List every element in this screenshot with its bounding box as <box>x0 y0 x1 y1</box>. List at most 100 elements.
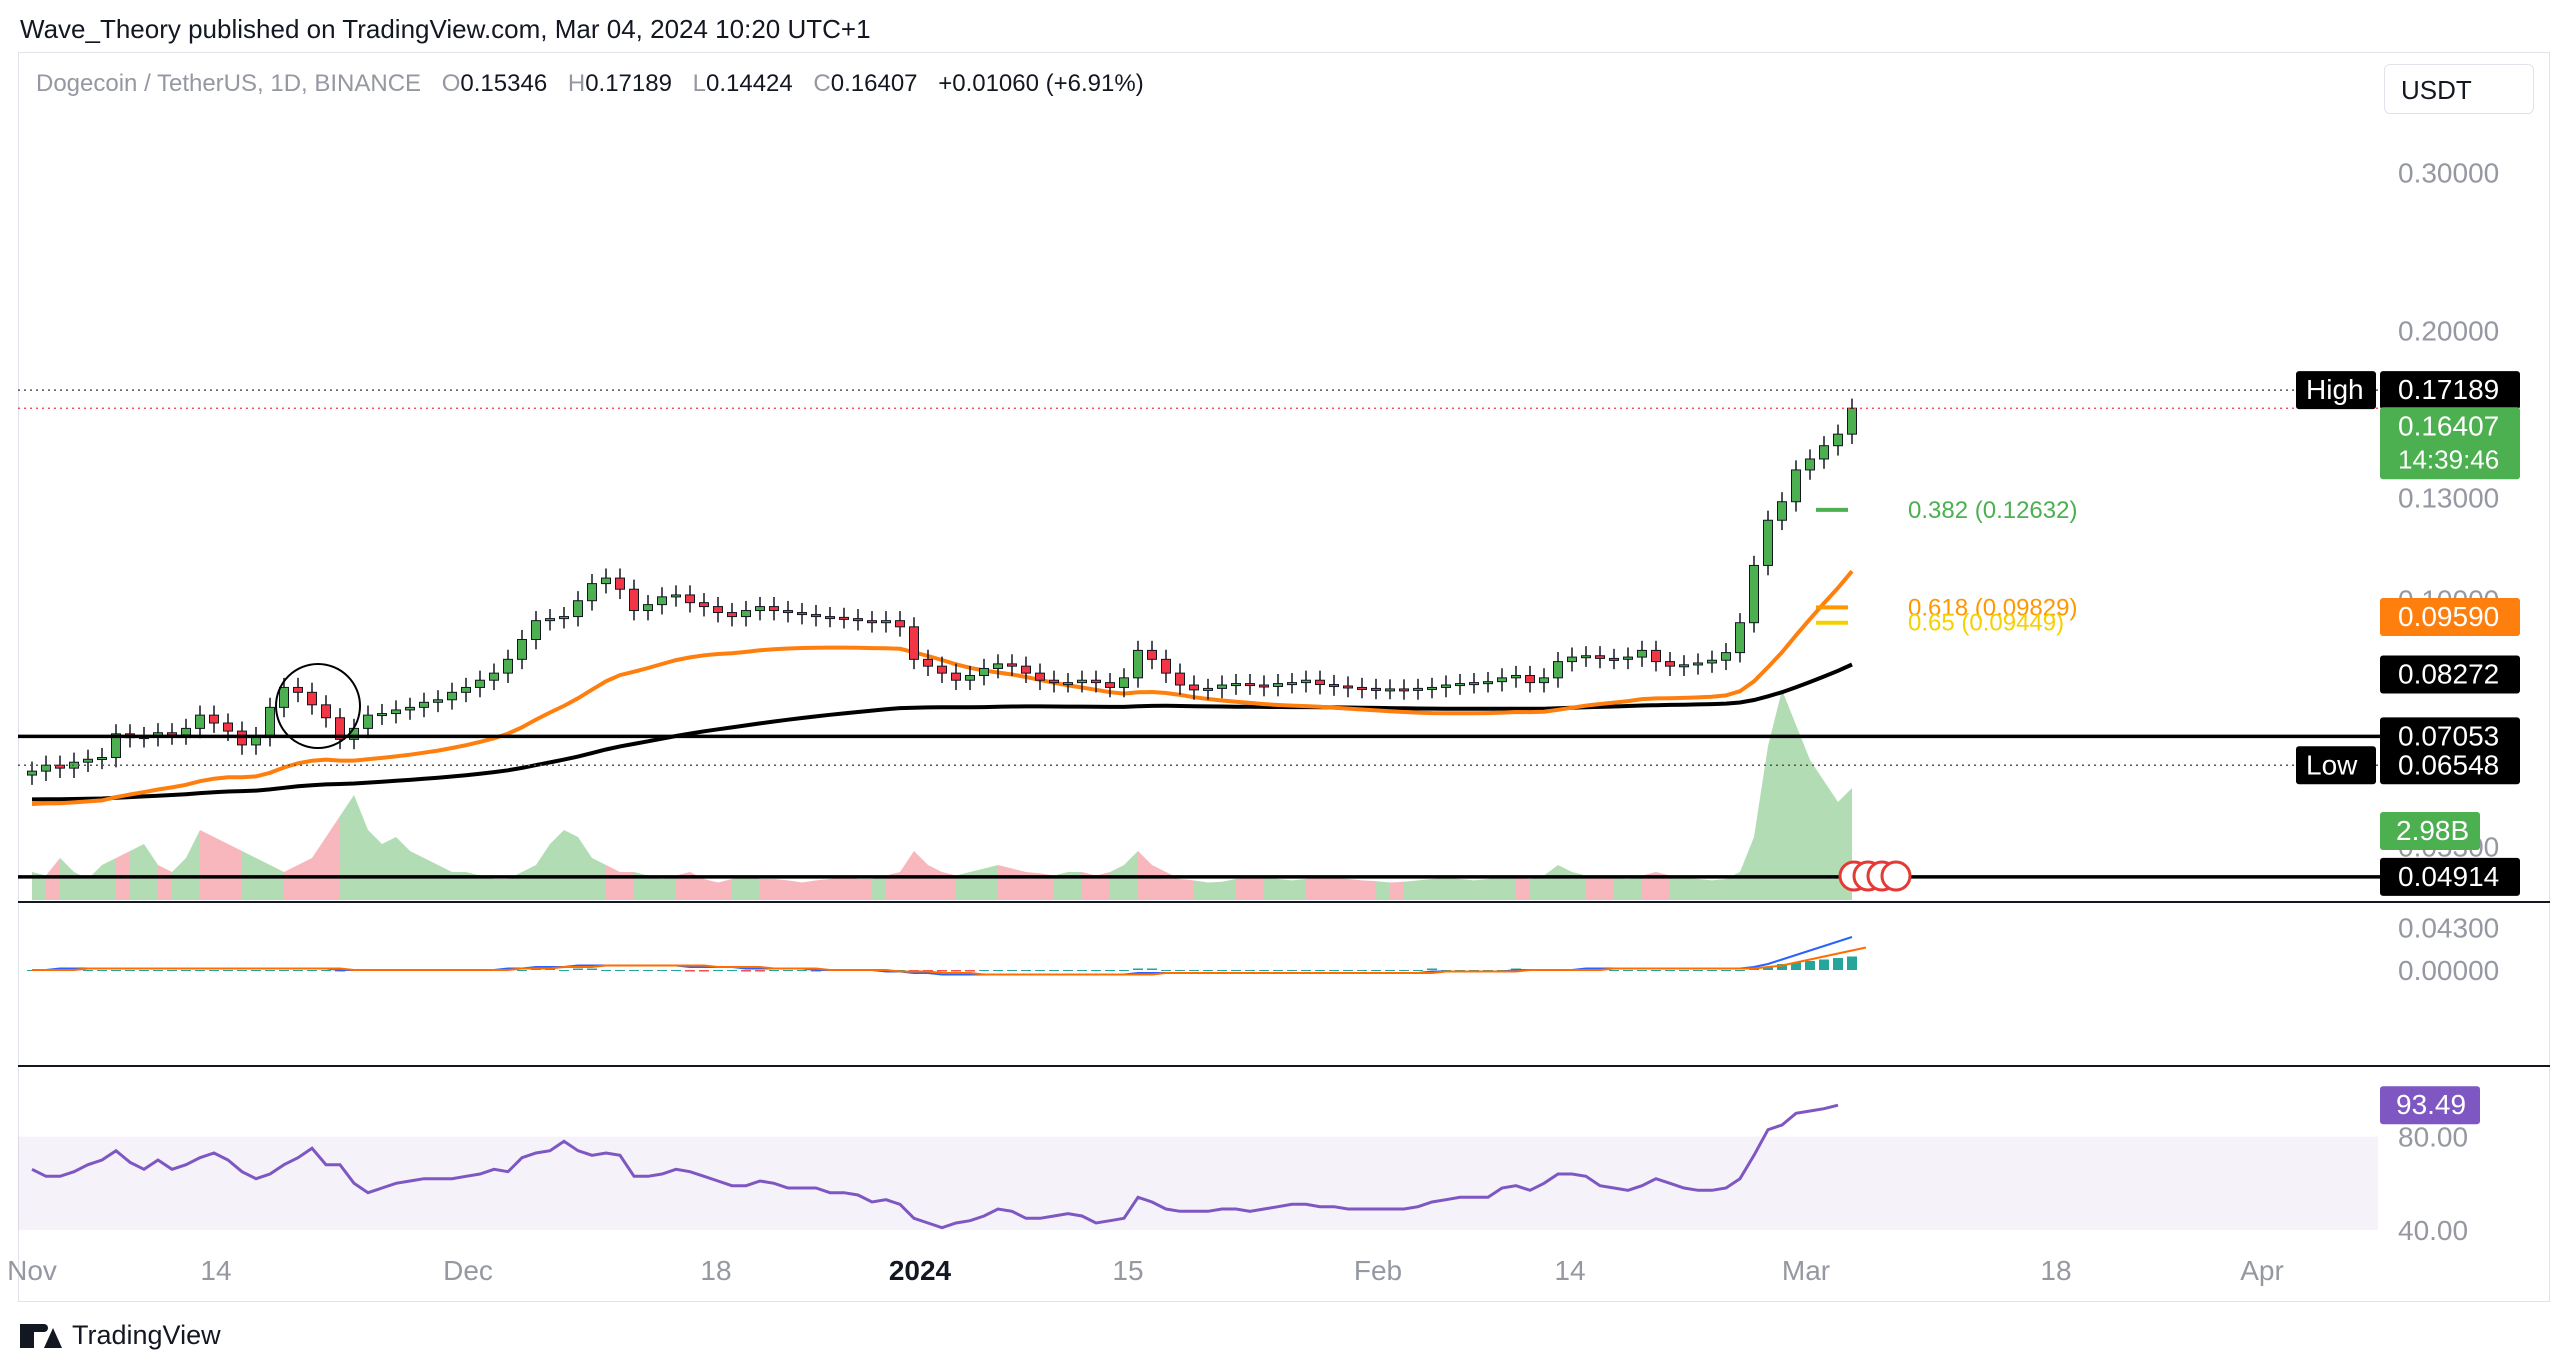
volume-segment <box>382 837 396 900</box>
volume-segment <box>928 865 942 900</box>
candle-body <box>531 620 541 641</box>
candle-body <box>377 713 387 717</box>
candle-body <box>1609 657 1619 661</box>
price-label-value: 0.04914 <box>2398 861 2499 892</box>
volume-segment <box>662 875 676 900</box>
macd-histogram-bar <box>1119 970 1129 971</box>
candle-body <box>1749 564 1759 624</box>
candle-body <box>965 674 975 681</box>
volume-segment <box>438 865 452 900</box>
candle-body <box>1357 686 1367 690</box>
volume-segment <box>970 868 984 900</box>
candle-body <box>1637 649 1647 658</box>
macd-histogram-bar <box>167 970 177 971</box>
price-tick-label: 0.13000 <box>2398 483 2499 514</box>
macd-histogram-bar <box>951 970 961 972</box>
candle-body <box>881 620 891 624</box>
tradingview-logo-icon <box>20 1323 62 1348</box>
macd-histogram-bar <box>1091 970 1101 971</box>
macd-histogram-bar <box>713 970 723 971</box>
candle-body <box>1483 681 1493 685</box>
price-label-value: 0.07053 <box>2398 720 2499 751</box>
candle-body <box>1413 687 1423 691</box>
candle-body <box>223 722 233 732</box>
macd-histogram-bar <box>629 970 639 971</box>
candle-body <box>447 691 457 701</box>
fib-level-label: 0.65 (0.09449) <box>1908 610 2064 637</box>
candle-body <box>1301 679 1311 684</box>
price-label-value: 0.06548 <box>2398 749 2499 780</box>
volume-segment <box>1320 875 1334 900</box>
candle-body <box>755 606 765 612</box>
candle-body <box>1007 663 1017 667</box>
candle-body <box>1385 688 1395 692</box>
candle-body <box>713 606 723 614</box>
macd-histogram-bar <box>1161 970 1171 971</box>
symbol-name[interactable]: Dogecoin / TetherUS, 1D, BINANCE <box>36 70 422 97</box>
macd-histogram-bar <box>195 970 205 971</box>
macd-histogram-bar <box>979 970 989 971</box>
price-countdown: 14:39:46 <box>2398 444 2499 474</box>
volume-segment <box>1656 872 1670 900</box>
candle-body <box>783 610 793 614</box>
volume-segment <box>1740 837 1754 900</box>
volume-segment <box>1782 690 1796 900</box>
volume-segment <box>1446 877 1460 900</box>
volume-segment <box>102 858 116 900</box>
volume-segment <box>704 879 718 900</box>
macd-histogram-bar <box>279 970 289 971</box>
candle-body <box>601 577 611 585</box>
rsi-tick-label: 40.00 <box>2398 1215 2468 1246</box>
macd-histogram-bar <box>321 970 331 971</box>
symbol-legend: Dogecoin / TetherUS, 1D, BINANCE O0.1534… <box>36 70 1144 98</box>
macd-histogram-bar <box>1231 970 1241 971</box>
volume-segment <box>200 830 214 900</box>
candle-body <box>699 602 709 608</box>
volume-segment <box>1012 868 1026 900</box>
volume-segment <box>326 816 340 900</box>
candle-body <box>391 709 401 715</box>
candle-body <box>657 596 667 606</box>
macd-histogram-bar <box>1063 970 1073 971</box>
macd-histogram-bar <box>615 970 625 971</box>
volume-segment <box>1558 865 1572 900</box>
candle-body <box>1497 677 1507 683</box>
volume-segment <box>130 844 144 900</box>
price-tag-box <box>2296 746 2376 785</box>
brand-text: TradingView <box>72 1320 221 1350</box>
volume-segment <box>1670 875 1684 900</box>
macd-histogram-bar <box>741 970 751 972</box>
macd-histogram-bar <box>1679 970 1689 971</box>
macd-histogram-bar <box>1357 970 1367 971</box>
currency-button[interactable]: USDT <box>2384 64 2534 114</box>
volume-segment <box>144 844 158 900</box>
fib-level-label: 0.618 (0.09829) <box>1908 594 2077 621</box>
volume-label-value: 2.98B <box>2396 815 2469 846</box>
volume-segment <box>1698 879 1712 900</box>
volume-segment <box>1586 875 1600 900</box>
macd-histogram-bar <box>1763 967 1773 970</box>
time-tick-label: Apr <box>2240 1255 2284 1286</box>
candle-body <box>181 727 191 736</box>
volume-segment <box>942 872 956 900</box>
tradingview-brand[interactable]: TradingView <box>20 1320 221 1351</box>
volume-segment <box>340 795 354 900</box>
macd-histogram-bar <box>1665 970 1675 971</box>
candle-body <box>1315 679 1325 686</box>
candle-body <box>1063 682 1073 686</box>
macd-histogram-bar <box>937 970 947 972</box>
volume-segment <box>690 872 704 900</box>
candle-body <box>769 606 779 612</box>
macd-histogram-bar <box>559 970 569 971</box>
volume-segment <box>858 879 872 900</box>
candle-body <box>517 639 527 660</box>
candle-body <box>1259 684 1269 688</box>
macd-histogram-bar <box>97 970 107 971</box>
candle-body <box>1693 662 1703 666</box>
macd-histogram-bar <box>1805 961 1815 970</box>
candle-body <box>1721 652 1731 661</box>
close-label: C <box>813 70 831 97</box>
time-tick-label: Feb <box>1354 1255 1402 1286</box>
open-label: O <box>441 70 461 97</box>
